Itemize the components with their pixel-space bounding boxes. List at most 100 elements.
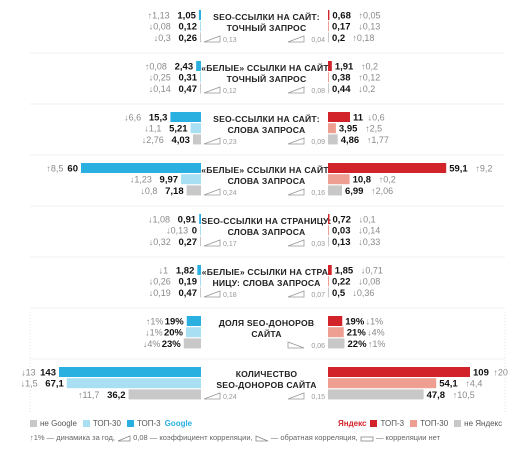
google-delta: ↓1,23: [130, 175, 152, 185]
metric-label: САЙТА: [251, 328, 281, 339]
metric-label: ДОЛЯ SEO-ДОНОРОВ: [219, 318, 315, 328]
yandex-value-label: 0,03: [332, 226, 351, 237]
corr-yandex-value: 0,16: [311, 190, 325, 197]
legend-google-top30: ТОП-30: [92, 419, 121, 428]
yandex-delta: ↑0,2: [379, 175, 396, 185]
corr-google-icon: [203, 86, 221, 94]
google-bar: [200, 72, 201, 83]
legend-yandex-top30: ТОП-30: [420, 419, 449, 428]
google-bar: [181, 174, 201, 185]
yandex-bar: [328, 265, 332, 275]
google-delta: ↑1%: [146, 316, 164, 326]
yandex-delta: ↑20: [493, 367, 508, 377]
google-delta: ↓0,19: [149, 288, 171, 298]
corr-yandex-icon: [287, 137, 305, 145]
corr-google-icon: [203, 290, 221, 298]
legend-swatch-google-top3: [126, 420, 134, 427]
yandex-value-label: 0,22: [332, 277, 351, 288]
yandex-delta: ↓0,36: [352, 288, 374, 298]
yandex-value-label: 1,91: [335, 61, 354, 72]
yandex-value-label: 0,17: [332, 22, 351, 33]
yandex-bar: [328, 214, 330, 224]
legend-google-not: не Google: [40, 419, 77, 428]
metric-label: SEO-ССЫЛКИ НА САЙТ:: [213, 113, 320, 124]
yandex-bar: [328, 174, 350, 185]
yandex-bar: [328, 21, 329, 32]
google-bar: [186, 327, 201, 338]
legend-swatch-google-not: [30, 420, 37, 427]
google-value-label: 5,21: [169, 124, 188, 135]
google-bar: [190, 123, 201, 134]
yandex-delta: ↑0,12: [358, 73, 380, 83]
yandex-bar: [328, 276, 329, 287]
google-value-label: 20%: [164, 328, 184, 339]
corr-yandex-icon: [287, 392, 305, 400]
corr-positive-icon: [117, 434, 131, 441]
google-value-label: 9,97: [160, 175, 179, 186]
yandex-delta: ↓0,08: [358, 277, 380, 287]
corr-google-value: 0,17: [223, 241, 237, 248]
corr-none-icon: [360, 436, 374, 441]
google-delta: ↓0,08: [149, 22, 171, 32]
google-bar: [197, 265, 201, 275]
corr-yandex-icon: [287, 35, 305, 43]
google-delta: ↓6,6: [124, 112, 141, 122]
yandex-value-label: 11: [353, 112, 364, 123]
yandex-value-label: 22%: [348, 339, 368, 350]
legend-yandex: Яндекс ТОП-3 ТОП-30 не Яндекс: [338, 419, 502, 428]
google-value-label: 7,18: [165, 186, 184, 197]
google-delta: ↓1,08: [148, 214, 170, 224]
google-bar: [200, 32, 201, 43]
yandex-bar: [328, 185, 342, 196]
yandex-bar: [328, 83, 329, 94]
corr-google-icon: [203, 239, 221, 247]
yandex-delta: ↑9,2: [475, 163, 492, 173]
yandex-value-label: 0,68: [332, 10, 351, 21]
google-value-label: 60: [67, 163, 78, 174]
google-delta: ↓1%: [145, 328, 163, 338]
yandex-value-label: 0,38: [332, 73, 351, 84]
yandex-value-label: 6,99: [345, 186, 364, 197]
legend-yandex-top3: ТОП-3: [380, 419, 405, 428]
google-value-label: 0,31: [179, 73, 198, 84]
google-value-label: 19%: [165, 316, 185, 327]
legend-google-top3: ТОП-3: [136, 419, 161, 428]
corr-yandex-icon: [287, 188, 305, 196]
google-bar: [199, 214, 201, 224]
legend-swatch-yandex-top3: [370, 420, 378, 427]
corr-yandex-value: 0,09: [311, 139, 325, 146]
corr-google-icon: [203, 35, 221, 43]
footnote-neg-text: — обратная корреляция,: [268, 433, 360, 442]
footnote-corr-example: 0,08: [133, 433, 148, 442]
google-value-label: 0,19: [179, 277, 198, 288]
google-delta: ↓2,76: [142, 135, 164, 145]
google-value-label: 1,82: [176, 265, 195, 276]
yandex-value-label: 21%: [347, 328, 367, 339]
corr-yandex-icon: [287, 86, 305, 94]
google-bar: [81, 163, 201, 173]
google-bar: [170, 112, 201, 122]
yandex-delta: ↓0,14: [358, 226, 380, 236]
google-value-label: 1,05: [177, 10, 196, 21]
footnote-corr-text: — коэффициент корреляции,: [147, 433, 255, 442]
yandex-bar: [328, 287, 329, 298]
google-bar: [200, 236, 201, 247]
google-value-label: 4,03: [171, 135, 190, 146]
corr-yandex-icon: [287, 239, 305, 247]
legend-google-brand: Google: [164, 419, 193, 428]
google-delta: ↓0,14: [149, 84, 171, 94]
metric-label: «БЕЛЫЕ» ССЫЛКИ НА САЙТ:: [201, 164, 331, 175]
corr-google-value: 0,18: [223, 292, 237, 299]
yandex-value-label: 0,2: [332, 33, 345, 44]
metric-label: СЛОВА ЗАПРОСА: [228, 176, 306, 186]
corr-google-icon: [203, 392, 221, 400]
yandex-value-label: 0,5: [332, 288, 346, 299]
yandex-bar: [328, 123, 336, 134]
yandex-value-label: 1,85: [335, 265, 354, 276]
google-bar: [200, 276, 201, 287]
corr-yandex-value: 0,04: [311, 37, 325, 44]
yandex-delta: ↑2,5: [365, 124, 382, 134]
google-bar: [200, 287, 201, 298]
metric-label: СЛОВА ЗАПРОСА: [228, 125, 306, 135]
legend-swatch-yandex-top30: [410, 420, 418, 427]
